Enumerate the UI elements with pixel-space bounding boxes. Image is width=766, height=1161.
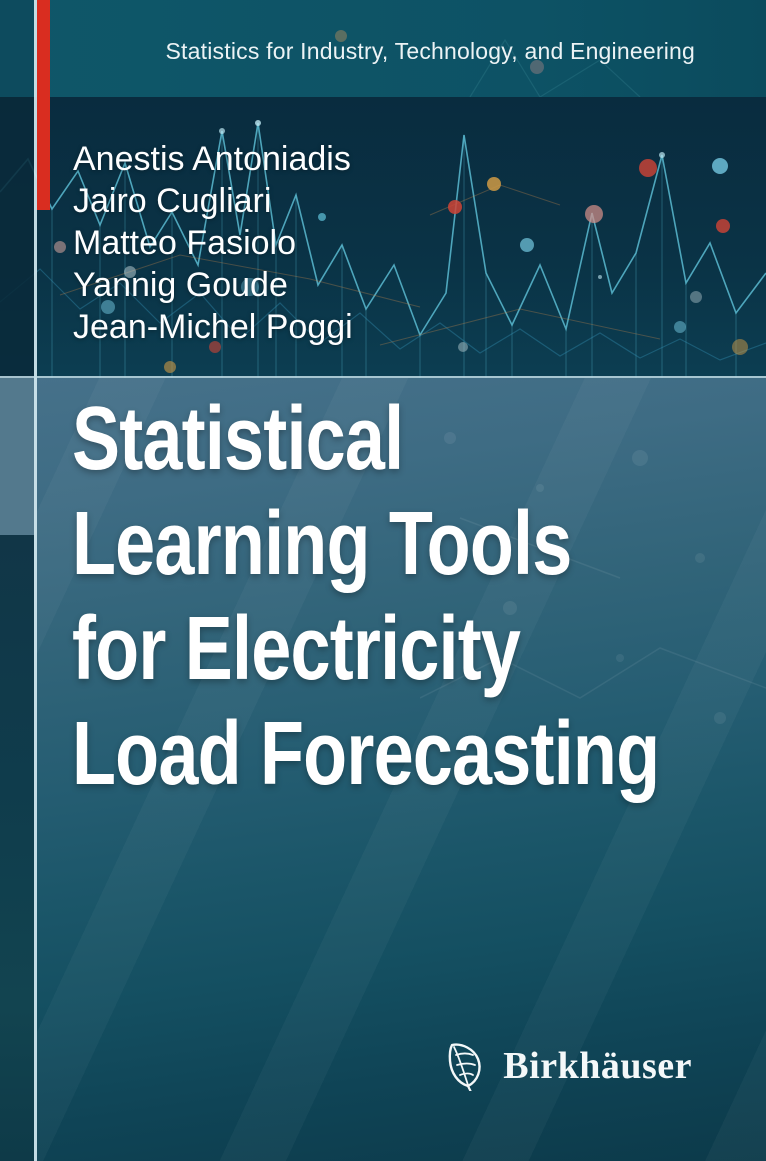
left-strip-highlight (0, 378, 34, 535)
series-title: Statistics for Industry, Technology, and… (165, 38, 695, 64)
left-strip-top (0, 0, 34, 97)
left-strip-bottom (0, 535, 34, 1161)
author-name: Anestis Antoniadis (73, 140, 351, 178)
left-strip-authors (0, 97, 34, 378)
authors-band (0, 97, 766, 378)
author-name: Yannig Goude (73, 266, 288, 304)
title-panel (0, 378, 766, 1161)
vertical-rule (34, 0, 37, 1161)
book-title-line: for Electricity (72, 599, 521, 699)
author-list: Anestis Antoniadis Jairo Cugliari Matteo… (73, 138, 353, 348)
book-title: Statistical Learning Tools for Electrici… (72, 387, 766, 807)
book-title-line: Load Forecasting (72, 704, 660, 804)
author-name: Jairo Cugliari (73, 182, 272, 220)
network-graph-artwork (0, 120, 766, 378)
red-accent-stripe (37, 0, 50, 210)
birch-leaf-icon (448, 1043, 482, 1091)
book-title-line: Statistical (72, 389, 404, 489)
panel-faint-texture (420, 432, 766, 724)
author-name: Matteo Fasiolo (73, 224, 296, 262)
publisher-logo: Birkhäuser (446, 1040, 692, 1092)
series-band (0, 0, 766, 98)
author-name: Jean-Michel Poggi (73, 308, 353, 346)
book-title-line: Learning Tools (72, 494, 572, 594)
publisher-name: Birkhäuser (503, 1045, 692, 1087)
horizontal-rule (0, 376, 766, 378)
